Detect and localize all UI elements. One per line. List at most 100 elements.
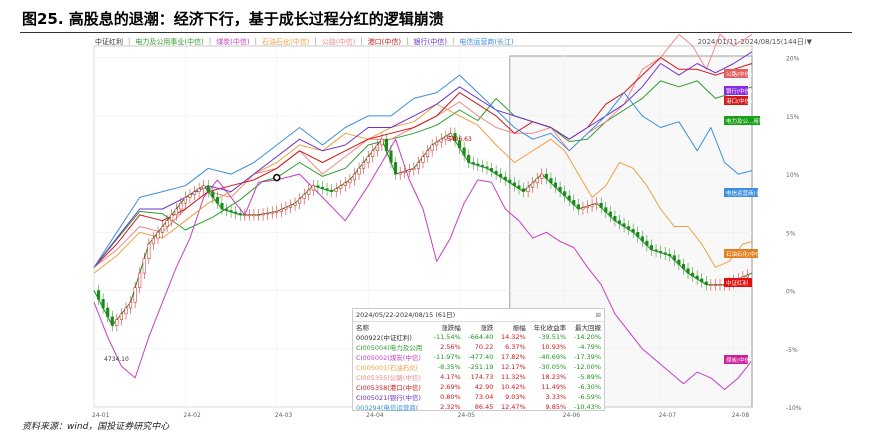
stats-row[interactable]: CI005001(石油石化(-8.35% -251.19 12.17% -30.05%…	[353, 362, 604, 372]
stats-header: 2024/05/22-2024/08/15 (61日) ⊠	[353, 309, 604, 322]
series-line	[93, 51, 753, 268]
stats-value-cell: -11.97%	[433, 353, 461, 361]
stats-name-cell: 003294(电信运营商(	[356, 404, 419, 412]
stats-value-cell: 73.04	[474, 393, 494, 401]
x-tick-label: 24-06	[563, 412, 581, 419]
legend-item[interactable]: 电信运营商(长江)	[459, 38, 514, 46]
candle-body	[613, 216, 617, 221]
candle-body	[512, 182, 516, 186]
candle-body	[284, 207, 288, 210]
candle-body	[704, 281, 708, 285]
candle-body	[215, 197, 219, 204]
stats-column-header: 名称	[356, 324, 369, 332]
candle-body	[220, 202, 224, 210]
candle-body	[362, 162, 366, 169]
series-line	[93, 57, 753, 268]
candle-body	[229, 210, 233, 213]
candle-body	[330, 189, 334, 192]
candle-body	[375, 144, 379, 152]
candle-body	[316, 185, 320, 188]
close-icon[interactable]: ⊠	[595, 311, 601, 319]
end-label-box	[724, 86, 748, 95]
high-annotation: 5406.63	[447, 136, 472, 143]
y-tick-label: -10%	[786, 405, 802, 412]
stats-value-cell: -11.54%	[433, 333, 461, 341]
stats-value-cell: -477.40	[468, 353, 494, 361]
end-label-text: 银行(中信)	[726, 87, 752, 95]
candle-body	[270, 211, 274, 214]
source-note: 资料来源：wind，国投证券研究中心	[22, 422, 170, 432]
legend-item[interactable]: 电力及公用事业(中信)	[135, 38, 204, 46]
end-label-text: 公路(中信)	[726, 70, 752, 78]
stats-row[interactable]: CI005004(电力及公用 2.56% 70.22 6.37% 10.93% -4.79…	[353, 342, 604, 352]
candle-body	[677, 259, 681, 265]
stats-value-cell: -14.20%	[573, 333, 601, 341]
stats-value-cell: 17.82%	[500, 353, 526, 361]
stats-column-header: 振幅	[512, 324, 526, 332]
candle-body	[275, 211, 279, 213]
candle-body	[384, 138, 388, 152]
candle-body	[266, 212, 270, 215]
y-tick-label: 5%	[786, 230, 796, 237]
candle-body	[494, 170, 498, 175]
candle-body	[467, 154, 471, 163]
y-tick-label: 20%	[786, 56, 800, 63]
candle-body	[631, 229, 635, 233]
x-tick-label: 24-02	[183, 412, 201, 419]
stats-value-cell: -10.43%	[573, 403, 601, 411]
candle-body	[247, 214, 251, 217]
candle-body	[608, 211, 612, 217]
legend-separator: |	[208, 37, 212, 45]
stats-value-cell: -40.69%	[539, 353, 567, 361]
stats-table: 名称 涨跌幅 涨跌 振幅 年化收益率 最大回撤 000922(中证红利) -11.54% -6…	[353, 322, 604, 412]
end-label-box	[724, 116, 760, 125]
candle-body	[151, 237, 155, 245]
legend-item[interactable]: 中证红利	[95, 38, 123, 46]
stats-row[interactable]: CI005358(港口(中信) 2.69% 42.90 10.42% 11.49% -6.…	[353, 382, 604, 392]
candle-body	[256, 214, 261, 217]
candle-body	[252, 214, 256, 217]
candle-body	[700, 278, 704, 283]
stats-value-cell: 11.49%	[541, 383, 567, 391]
candle-body	[293, 202, 297, 206]
stats-row[interactable]: 003294(电信运营商(2.32% 86.45 12.47% 9.85% -10.43…	[353, 402, 604, 412]
candle-body	[165, 220, 169, 227]
stats-value-cell: -251.19	[468, 363, 494, 371]
candle-body	[106, 307, 110, 318]
legend-item[interactable]: 公路(中信)	[321, 38, 356, 46]
x-tick-label: 24-07	[659, 412, 677, 419]
end-label-text: 港口(中信)	[726, 97, 752, 105]
candle-body	[371, 150, 375, 157]
stats-row[interactable]: CI005021(银行(中信) 0.80% 73.04 9.03% 3.33% -6.59…	[353, 392, 604, 402]
stats-value-cell: -39.51%	[539, 333, 567, 341]
stats-value-cell: -12.00%	[573, 363, 601, 371]
stats-row[interactable]: 000922(中证红利) -11.54% -664.40 14.32% -39.51% -…	[353, 332, 604, 342]
candle-body	[444, 136, 448, 140]
candle-body	[458, 140, 462, 149]
candle-body	[476, 163, 480, 166]
stats-value-cell: 9.03%	[505, 393, 526, 401]
candle-body	[668, 253, 672, 256]
stats-value-cell: 6.37%	[505, 343, 526, 351]
candle-body	[380, 138, 384, 146]
stats-column-header: 最大回撤	[575, 324, 601, 332]
date-range-label[interactable]: 2024/01/11-2024/08/15(144日)▼	[697, 38, 812, 46]
stats-value-cell: -6.30%	[578, 383, 601, 391]
stats-value-cell: 10.93%	[541, 343, 567, 351]
candle-body	[288, 204, 293, 208]
candle-body	[307, 189, 311, 195]
legend-item[interactable]: 煤炭(中信)	[216, 38, 250, 46]
stats-row[interactable]: CI005355(公路(中信) 4.17% 174.73 11.32% 18.23% -5…	[353, 372, 604, 382]
stats-value-cell: 2.69%	[440, 383, 461, 391]
stats-value-cell: -8.35%	[437, 363, 461, 371]
stats-row[interactable]: CI005002(煤炭(中信) -11.97% -477.40 17.82% -40.6…	[353, 352, 604, 362]
candle-body	[320, 186, 325, 189]
stats-name-cell: CI005001(石油石化(	[356, 364, 419, 372]
legend-item[interactable]: 港口(中信)	[367, 38, 402, 46]
low-annotation: 4734.10	[104, 356, 129, 363]
end-label-box	[724, 355, 748, 364]
candle-body	[480, 165, 484, 168]
candle-body	[325, 188, 329, 191]
legend-item[interactable]: 石油石化(中信)	[262, 38, 310, 46]
legend-item[interactable]: 银行(中信)	[413, 38, 447, 46]
